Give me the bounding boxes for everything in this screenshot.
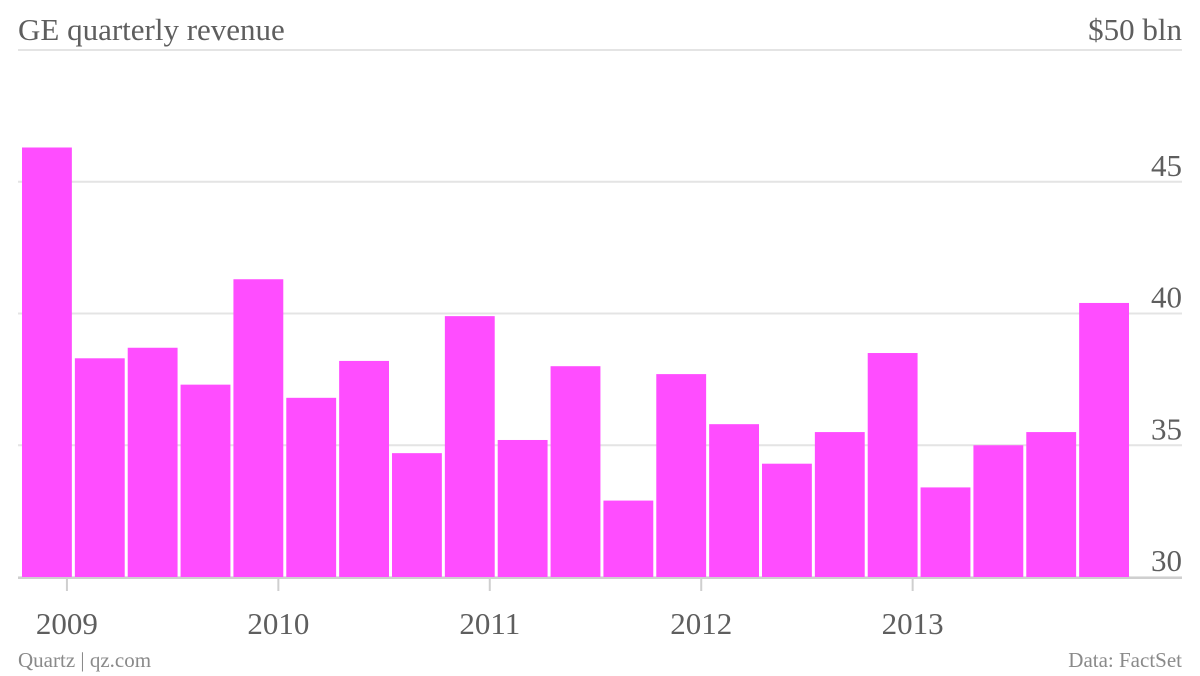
bar-q4-2012	[867, 353, 918, 577]
y-tick-label: 45	[1151, 148, 1182, 183]
y-tick-label: 30	[1151, 543, 1182, 578]
bar-q2-2013	[973, 445, 1024, 577]
bar-q1-2012	[709, 424, 759, 577]
x-tick-label: 2013	[882, 606, 944, 641]
bar-q4-2013	[1079, 302, 1129, 577]
top-gridline	[18, 49, 1182, 51]
bar-q3-2010	[392, 453, 442, 577]
x-tick-label: 2010	[247, 606, 309, 641]
bar-q4-2008	[22, 147, 72, 577]
bar-q4-2011	[656, 374, 707, 577]
x-tick-label: 2009	[36, 606, 98, 641]
x-tick-label: 2011	[459, 606, 520, 641]
bar-q4-2009	[233, 279, 284, 577]
footer-credit: Quartz | qz.com	[18, 648, 152, 672]
bar-q3-2013	[1026, 432, 1077, 577]
bar-q2-2009	[127, 347, 178, 577]
bar-q2-2012	[762, 463, 812, 577]
bar-q3-2011	[603, 500, 654, 577]
bar-q2-2010	[339, 360, 389, 577]
bar-q4-2010	[444, 316, 495, 577]
bar-q3-2009	[180, 384, 231, 577]
y-tick-label: 40	[1151, 280, 1182, 315]
bar-q1-2011	[497, 439, 548, 577]
x-tick-label: 2012	[670, 606, 732, 641]
footer-source: Data: FactSet	[1068, 648, 1182, 672]
y-tick-label: 35	[1151, 411, 1182, 446]
bar-q1-2010	[286, 397, 337, 577]
bar-q2-2011	[550, 366, 601, 577]
bar-q1-2013	[920, 487, 971, 577]
bar-q1-2009	[74, 358, 125, 577]
bar-q3-2012	[814, 432, 865, 577]
chart-title: GE quarterly revenue	[18, 12, 285, 47]
y-tick-label-top: $50 bln	[1088, 12, 1182, 47]
